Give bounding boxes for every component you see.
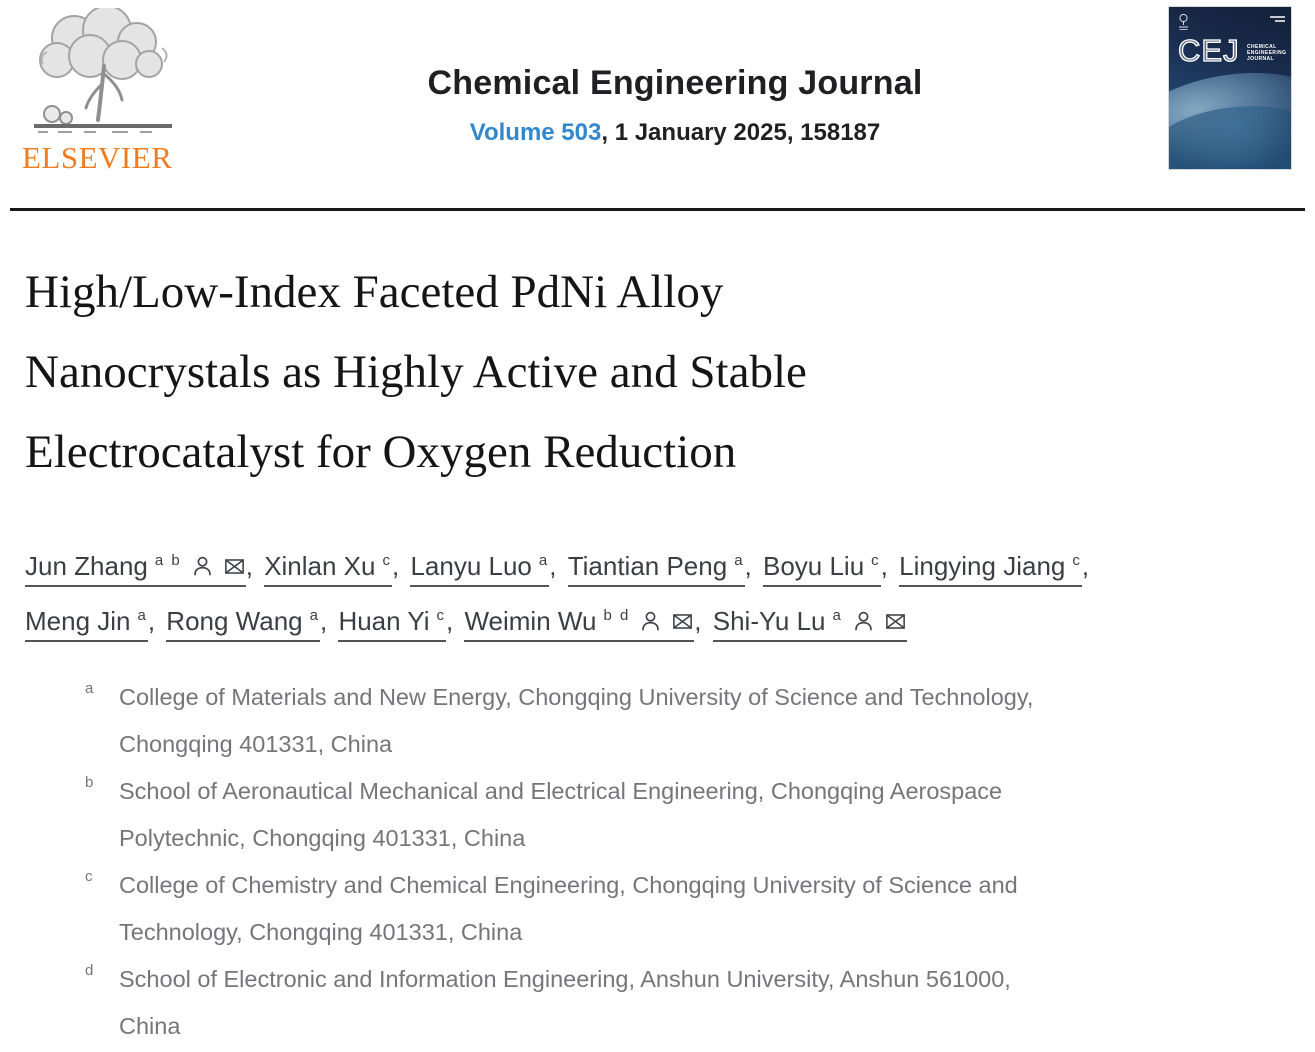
author-affiliation-sup: a — [309, 607, 320, 624]
author-link[interactable]: Tiantian Peng a — [567, 551, 745, 587]
author-link[interactable]: Weimin Wu b d — [464, 606, 695, 642]
affiliation-text-line: China — [119, 1013, 181, 1039]
author-separator: , — [446, 606, 461, 636]
author-separator: , — [744, 551, 759, 581]
author-affiliation-sup: a — [137, 607, 148, 624]
author-name: Jun Zhang — [25, 551, 148, 581]
correspondence-email-icon — [671, 610, 694, 633]
affiliation-entry: b School of Aeronautical Mechanical and E… — [85, 768, 1265, 862]
elsevier-logo[interactable]: ELSEVIER — [22, 8, 187, 186]
article-title-line: Electrocatalyst for Oxygen Reduction — [25, 426, 737, 478]
affiliation-entry: a College of Materials and New Energy, Ch… — [85, 674, 1265, 768]
affiliation-text-line: School of Electronic and Information Eng… — [119, 966, 1011, 992]
author-affiliation-sup: c — [382, 552, 392, 569]
elsevier-tree-icon — [22, 8, 187, 140]
header-divider — [10, 208, 1305, 211]
article-title-line: Nanocrystals as Highly Active and Stable — [25, 346, 807, 398]
author-separator: , — [1081, 551, 1090, 581]
author-affiliation-sup: b d — [603, 607, 631, 624]
author-name: Meng Jin — [25, 606, 131, 636]
author-name: Tiantian Peng — [567, 551, 728, 581]
author-affiliation-sup: a b — [154, 552, 182, 569]
author-separator: , — [319, 606, 335, 636]
affiliation-text: College of Chemistry and Chemical Engine… — [119, 862, 1018, 956]
author-name: Xinlan Xu — [264, 551, 376, 581]
elsevier-wordmark: ELSEVIER — [22, 140, 173, 175]
author-affiliation-sup: a — [734, 552, 745, 569]
author-name: Huan Yi — [338, 606, 430, 636]
author-separator: , — [549, 551, 564, 581]
author-row: Jun Zhang a b, Xinlan Xu c, Lanyu Luo a, Ti… — [25, 536, 1295, 591]
affiliation-text-line: Technology, Chongqing 401331, China — [119, 919, 523, 945]
affiliation-text-line: College of Materials and New Energy, Cho… — [119, 684, 1034, 710]
cover-journal-abbrev: CEJ — [1177, 32, 1240, 68]
cover-elsevier-mini-logo-icon — [1177, 13, 1190, 36]
affiliation-text-line: Polytechnic, Chongqing 401331, China — [119, 825, 526, 851]
affiliation-entry: d School of Electronic and Information En… — [85, 956, 1265, 1050]
author-name: Rong Wang — [166, 606, 303, 636]
author-link[interactable]: Lingying Jiang c — [899, 551, 1082, 587]
affiliation-text: School of Aeronautical Mechanical and El… — [119, 768, 1002, 862]
journal-title-link[interactable]: Chemical Engineering Journal — [427, 64, 923, 102]
author-list: Jun Zhang a b, Xinlan Xu c, Lanyu Luo a, Ti… — [25, 536, 1295, 646]
author-name: Lingying Jiang — [899, 551, 1066, 581]
affiliation-text: College of Materials and New Energy, Cho… — [119, 674, 1033, 768]
cover-journal-subtitle: CHEMICAL ENGINEERING JOURNAL — [1247, 44, 1287, 62]
author-affiliation-sup: a — [538, 552, 550, 569]
article-title: High/Low-Index Faceted PdNi Alloy Nanocry… — [25, 252, 1235, 492]
affiliation-text-line: School of Aeronautical Mechanical and El… — [119, 778, 1003, 804]
article-title-line: High/Low-Index Faceted PdNi Alloy — [25, 266, 724, 318]
author-separator: , — [694, 606, 709, 636]
affiliation-entry: c College of Chemistry and Chemical Engin… — [85, 862, 1265, 956]
author-separator: , — [392, 551, 407, 581]
affiliation-text-line: Chongqing 401331, China — [119, 731, 393, 757]
volume-link[interactable]: Volume 503 — [469, 119, 602, 146]
affiliation-label: b — [85, 774, 94, 791]
affiliation-text: School of Electronic and Information Eng… — [119, 956, 1011, 1050]
author-link[interactable]: Boyu Liu c — [762, 551, 881, 587]
affiliation-text-line: College of Chemistry and Chemical Engine… — [119, 872, 1018, 898]
author-profile-icon — [852, 610, 875, 633]
cover-issue-text-bar-2 — [1275, 20, 1285, 22]
journal-cover-thumbnail[interactable]: CEJ CHEMICAL ENGINEERING JOURNAL — [1168, 6, 1292, 170]
author-affiliation-sup: c — [436, 607, 447, 624]
author-link[interactable]: Huan Yi c — [338, 606, 447, 642]
issue-info: , 1 January 2025, 158187 — [601, 119, 881, 146]
author-separator: , — [880, 551, 896, 581]
author-name: Weimin Wu — [464, 606, 597, 636]
journal-head: Chemical Engineering Journal Volume 503,… — [330, 64, 1020, 147]
author-row: Meng Jin a, Rong Wang a, Huan Yi c, Weimin … — [25, 591, 1295, 646]
author-link[interactable]: Xinlan Xu c — [264, 551, 392, 587]
affiliation-label: d — [85, 962, 94, 979]
correspondence-email-icon — [223, 555, 246, 578]
author-link[interactable]: Jun Zhang a b — [25, 551, 246, 587]
volume-issue-line: Volume 503, 1 January 2025, 158187 — [330, 119, 1020, 147]
author-name: Boyu Liu — [762, 551, 865, 581]
affiliation-label: c — [85, 868, 93, 885]
author-link[interactable]: Meng Jin a — [25, 606, 148, 642]
author-affiliation-sup: a — [832, 607, 843, 624]
author-profile-icon — [191, 555, 214, 578]
author-link[interactable]: Shi-Yu Lu a — [712, 606, 907, 642]
author-separator: , — [245, 551, 261, 581]
author-link[interactable]: Rong Wang a — [166, 606, 320, 642]
cover-issue-text-bar — [1270, 16, 1285, 18]
affiliation-label: a — [85, 680, 94, 697]
author-name: Shi-Yu Lu — [712, 606, 826, 636]
author-profile-icon — [639, 610, 662, 633]
correspondence-email-icon — [884, 610, 907, 633]
affiliation-list: a College of Materials and New Energy, Ch… — [85, 674, 1265, 1050]
author-affiliation-sup: c — [1072, 552, 1082, 569]
author-name: Lanyu Luo — [410, 551, 532, 581]
author-affiliation-sup: c — [871, 552, 881, 569]
author-link[interactable]: Lanyu Luo a — [410, 551, 550, 587]
author-separator: , — [147, 606, 163, 636]
